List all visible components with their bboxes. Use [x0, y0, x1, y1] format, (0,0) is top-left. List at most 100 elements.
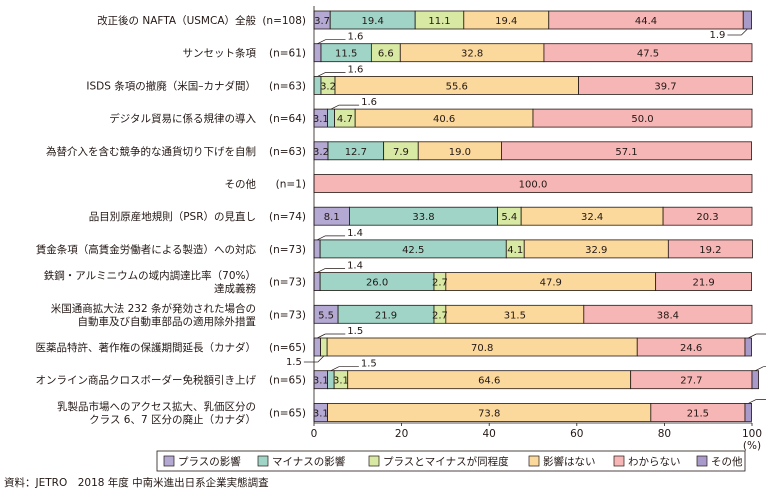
- category-n-label: (n=73): [269, 277, 306, 289]
- legend-swatch: [696, 455, 708, 467]
- category-label: クラス 6、7 区分の廃止（カナダ）: [89, 413, 256, 426]
- data-label: 11.1: [428, 16, 450, 27]
- legend-swatch: [528, 455, 540, 467]
- bar-segment: [320, 337, 328, 357]
- data-label: 33.8: [412, 212, 434, 223]
- data-label: 4.1: [507, 245, 523, 256]
- category-label: サンセット条項: [183, 47, 257, 60]
- data-label: 21.5: [687, 408, 709, 419]
- callout-line: [316, 235, 326, 241]
- bar-segment: [583, 304, 753, 324]
- data-label: 7.9: [393, 147, 409, 158]
- data-label: 50.0: [631, 114, 653, 125]
- data-label: 19.4: [362, 16, 384, 27]
- category-n-label: (n=108): [262, 15, 306, 27]
- data-label: 26.0: [366, 278, 388, 289]
- data-label: 3.7: [314, 16, 330, 27]
- data-label: 19.2: [699, 245, 721, 256]
- legend-swatch: [613, 455, 625, 467]
- data-label: 1.6: [348, 64, 364, 75]
- data-label: 3.1: [313, 408, 329, 419]
- data-label: 4.7: [337, 114, 353, 125]
- data-label: 12.7: [345, 147, 367, 158]
- source-note: 資料：JETRO 2018 年度 中南米進出日系企業実態調査: [4, 477, 269, 489]
- data-label: 64.6: [478, 376, 500, 387]
- bar-segment: [532, 108, 753, 128]
- data-label: 1.5: [347, 326, 363, 337]
- category-n-label: (n=73): [269, 309, 306, 321]
- legend-box: [156, 450, 746, 472]
- legend-label: 影響はない: [543, 455, 596, 468]
- callout-line: [317, 72, 326, 77]
- data-label: 21.9: [692, 278, 714, 289]
- category-label: 自動車及び自動車部品の適用除外措置: [78, 315, 257, 328]
- data-label: 57.1: [615, 147, 637, 158]
- x-tick-label: 40: [483, 428, 496, 440]
- data-label: 19.4: [495, 16, 517, 27]
- category-label: 品目別原産地規則（PSR）の見直し: [89, 210, 256, 223]
- callout-line: [748, 399, 757, 404]
- data-label: 38.4: [657, 310, 679, 321]
- category-label: 米国通商拡大法 232 条が発効された場合の: [51, 302, 256, 315]
- data-label: 70.8: [471, 343, 493, 354]
- category-label: 医薬品特許、著作権の保護期間延長（カナダ）: [36, 341, 257, 354]
- x-tick-label: 60: [570, 428, 583, 440]
- callout-line: [755, 366, 764, 372]
- category-label: 達成義務: [214, 282, 256, 295]
- bar-segment: [313, 337, 321, 357]
- data-label: 11.5: [335, 49, 357, 60]
- bar-segment: [667, 239, 753, 259]
- category-n-label: (n=65): [269, 407, 306, 419]
- data-label: 1.4: [347, 261, 363, 272]
- data-label: 39.7: [654, 81, 676, 92]
- category-label: 賃金条項（高賃金労働者による製造）への対応: [36, 243, 257, 256]
- data-label: 20.3: [696, 212, 718, 223]
- bar-segment: [313, 239, 321, 259]
- callout-line: [317, 333, 326, 339]
- data-label: 47.5: [637, 49, 659, 60]
- data-label: 8.1: [324, 212, 340, 223]
- data-label: 2.7: [432, 278, 448, 289]
- data-label: 55.6: [446, 81, 468, 92]
- data-label: 2.7: [432, 310, 448, 321]
- category-n-label: (n=1): [276, 179, 306, 191]
- data-label: 19.0: [449, 147, 471, 158]
- x-tick-label: 80: [658, 428, 671, 440]
- bar-segment: [662, 206, 753, 226]
- category-n-label: (n=61): [269, 48, 306, 60]
- bar-segment: [313, 272, 321, 292]
- category-label: 為替介入を含む競争的な通貨切り下げを自制: [46, 145, 256, 158]
- category-n-label: (n=63): [269, 146, 306, 158]
- data-label: 1.5: [361, 359, 377, 370]
- data-label: 100.0: [519, 180, 548, 191]
- legend-label: プラスとマイナスが同程度: [383, 455, 509, 468]
- data-label: 42.5: [402, 245, 424, 256]
- bar-segment: [578, 76, 753, 95]
- callout-line: [748, 333, 757, 339]
- legend-label: プラスの影響: [178, 455, 241, 468]
- data-label: 1.9: [709, 30, 725, 41]
- x-unit-label: (%): [743, 440, 761, 452]
- data-label: 6.6: [378, 49, 394, 60]
- legend-label: わからない: [628, 456, 681, 468]
- category-label: 鉄鋼・アルミニウムの域内調達比率（70%）: [44, 269, 256, 282]
- bar-segment: [543, 43, 753, 63]
- category-label: 乳製品市場へのアクセス拡大、乳価区分の: [57, 400, 256, 413]
- data-label: 32.4: [581, 212, 603, 223]
- category-n-label: (n=64): [269, 113, 306, 125]
- legend-swatch: [257, 455, 269, 467]
- bar-segment: [742, 10, 752, 30]
- data-label: 3.2: [313, 147, 329, 158]
- category-label: デジタル貿易に係る規律の導入: [109, 112, 256, 125]
- data-label: 24.6: [680, 343, 702, 354]
- callout-line: [741, 28, 748, 36]
- data-label: 3.1: [333, 376, 349, 387]
- data-label: 5.5: [318, 310, 334, 321]
- legend-label: その他: [711, 455, 743, 468]
- callout-line: [330, 366, 340, 372]
- data-label: 1.6: [348, 32, 364, 43]
- x-tick-label: 0: [311, 428, 318, 440]
- data-label: 3.1: [313, 114, 329, 125]
- category-n-label: (n=63): [269, 80, 306, 92]
